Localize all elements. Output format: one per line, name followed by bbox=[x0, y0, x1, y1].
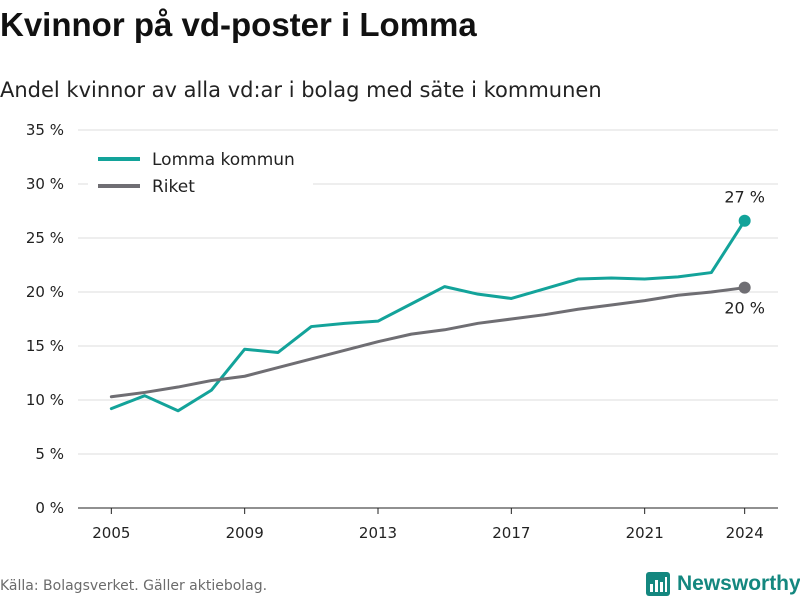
y-tick-label: 25 % bbox=[26, 229, 64, 247]
x-tick-label: 2017 bbox=[492, 524, 530, 542]
line-chart: 0 %5 %10 %15 %20 %25 %30 %35 % 2005 2009 2… bbox=[26, 121, 778, 542]
y-tick-label: 10 % bbox=[26, 391, 64, 409]
series-line-1 bbox=[109, 286, 747, 399]
end-point-marker-0 bbox=[738, 214, 751, 227]
newsworthy-logo-icon bbox=[646, 572, 670, 596]
x-tick-label: 2005 bbox=[92, 524, 130, 542]
end-value-label-0: 27 % bbox=[724, 188, 765, 207]
y-tick-label: 0 % bbox=[35, 499, 64, 517]
x-axis: 2005 2009 2013 2017 2021 2024 bbox=[92, 508, 764, 542]
y-axis: 0 % 5 % 10 % 15 % 20 % 25 % 30 % 35 % bbox=[26, 121, 64, 517]
x-tick-label: 2021 bbox=[626, 524, 664, 542]
legend-label-0: Lomma kommun bbox=[152, 150, 295, 170]
chart-subtitle: Andel kvinnor av alla vd:ar i bolag med … bbox=[0, 78, 602, 102]
brand-logo[interactable]: Newsworthy bbox=[645, 570, 800, 598]
grid-lines bbox=[78, 129, 778, 509]
legend: Lomma kommun Riket bbox=[88, 145, 313, 199]
y-tick-label: 35 % bbox=[26, 121, 64, 139]
x-tick-label: 2024 bbox=[726, 524, 764, 542]
y-tick-label: 30 % bbox=[26, 175, 64, 193]
end-point-marker-1 bbox=[738, 281, 751, 294]
source-note: Källa: Bolagsverket. Gäller aktiebolag. bbox=[0, 578, 268, 594]
legend-label-1: Riket bbox=[152, 177, 195, 197]
y-tick-label: 20 % bbox=[26, 283, 64, 301]
x-tick-label: 2013 bbox=[359, 524, 397, 542]
y-tick-label: 5 % bbox=[35, 445, 64, 463]
y-tick-label: 15 % bbox=[26, 337, 64, 355]
series-line-0 bbox=[109, 219, 747, 413]
end-value-label-1: 20 % bbox=[724, 299, 765, 318]
brand-name: Newsworthy bbox=[677, 572, 800, 595]
legend-background bbox=[88, 145, 313, 199]
series-lines: 27 % 20 % bbox=[109, 188, 765, 413]
x-tick-label: 2009 bbox=[226, 524, 264, 542]
chart-title: Kvinnor på vd-poster i Lomma bbox=[0, 6, 477, 43]
